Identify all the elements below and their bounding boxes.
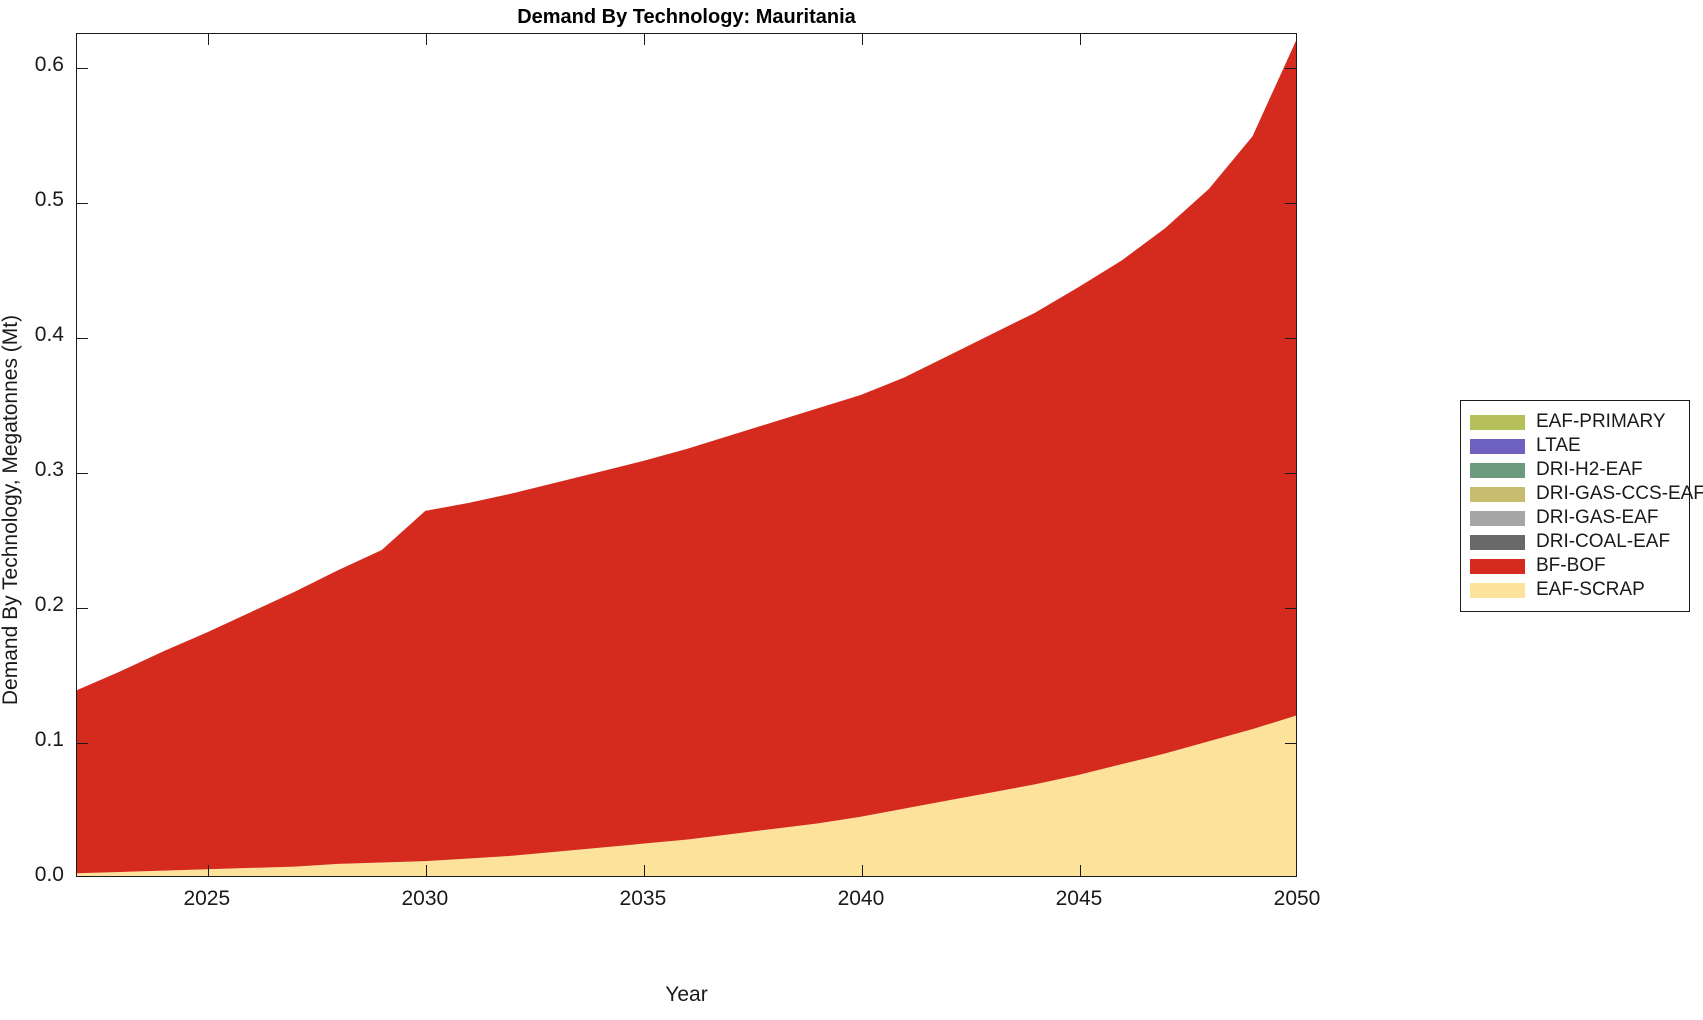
legend-item-dri-coal-eaf[interactable]: DRI-COAL-EAF <box>1470 530 1679 554</box>
legend-swatch-icon <box>1470 486 1525 502</box>
legend-swatch-icon <box>1470 558 1525 574</box>
legend-item-dri-gas-ccs-eaf[interactable]: DRI-GAS-CCS-EAF <box>1470 482 1703 506</box>
x-tick-mark <box>861 865 863 876</box>
legend-swatch-icon <box>1470 510 1525 526</box>
y-tick-label: 0.4 <box>34 322 64 346</box>
x-tick-label: 2030 <box>401 887 449 910</box>
x-tick-mark-top <box>1079 34 1081 45</box>
y-tick-label: 0.1 <box>34 727 64 751</box>
legend-item-label: DRI-COAL-EAF <box>1536 531 1671 552</box>
area-series-bf-bof <box>77 40 1296 874</box>
x-tick-mark <box>425 865 427 876</box>
plot-area <box>76 33 1297 877</box>
x-tick-mark <box>1079 865 1081 876</box>
x-tick-label: 2025 <box>183 887 231 910</box>
x-axis-label: Year <box>665 983 708 1006</box>
y-tick-mark <box>77 607 88 609</box>
x-tick-mark-top <box>425 34 427 45</box>
legend-item-eaf-scrap[interactable]: EAF-SCRAP <box>1470 578 1679 602</box>
y-tick-mark-right <box>1285 742 1296 744</box>
x-tick-mark-top <box>861 34 863 45</box>
legend-item-ltae[interactable]: LTAE <box>1470 434 1679 458</box>
legend-item-label: EAF-PRIMARY <box>1536 411 1666 432</box>
page-title: Demand By Technology: Mauritania <box>517 6 856 28</box>
x-tick-mark <box>207 865 209 876</box>
y-tick-mark-right <box>1285 202 1296 204</box>
y-tick-mark <box>77 472 88 474</box>
legend-swatch-icon <box>1470 414 1525 430</box>
area-series-eaf-scrap <box>77 715 1296 876</box>
legend-item-eaf-primary[interactable]: EAF-PRIMARY <box>1470 410 1679 434</box>
x-tick-mark-top <box>207 34 209 45</box>
legend-item-label: DRI-GAS-EAF <box>1536 507 1659 528</box>
legend-item-label: DRI-H2-EAF <box>1536 459 1643 480</box>
y-tick-mark <box>77 337 88 339</box>
y-tick-mark <box>77 202 88 204</box>
x-tick-label: 2040 <box>837 887 885 910</box>
y-tick-label: 0.3 <box>34 457 64 481</box>
legend-item-bf-bof[interactable]: BF-BOF <box>1470 554 1679 578</box>
y-tick-label: 0.2 <box>34 592 64 616</box>
legend-item-dri-gas-eaf[interactable]: DRI-GAS-EAF <box>1470 506 1679 530</box>
y-tick-mark <box>77 742 88 744</box>
y-axis-label-text: Demand By Technology, Megatonnes (Mt) <box>0 314 22 706</box>
y-tick-label: 0.0 <box>34 863 64 886</box>
legend-item-label: EAF-SCRAP <box>1536 579 1645 600</box>
y-tick-label: 0.6 <box>34 52 64 76</box>
y-tick-mark-right <box>1285 337 1296 339</box>
x-tick-label: 2045 <box>1055 887 1103 910</box>
y-tick-mark-right <box>1285 67 1296 69</box>
legend-item-label: BF-BOF <box>1536 555 1606 576</box>
legend-item-label: DRI-GAS-CCS-EAF <box>1536 483 1703 504</box>
legend-swatch-icon <box>1470 438 1525 454</box>
x-tick-label: 2035 <box>619 887 667 910</box>
y-tick-mark-right <box>1285 472 1296 474</box>
legend-swatch-icon <box>1470 462 1525 478</box>
legend: EAF-PRIMARY LTAE DRI-H2-EAF DRI-GAS-CCS-EAF… <box>1460 400 1703 612</box>
legend-item-dri-h2-eaf[interactable]: DRI-H2-EAF <box>1470 458 1679 482</box>
y-tick-mark-right <box>1285 607 1296 609</box>
stacked-area-svg <box>77 40 1296 876</box>
x-tick-mark <box>643 865 645 876</box>
x-tick-mark-top <box>643 34 645 45</box>
legend-swatch-icon <box>1470 534 1525 550</box>
y-tick-mark <box>77 67 88 69</box>
y-tick-label: 0.5 <box>34 187 64 211</box>
legend-item-label: LTAE <box>1536 435 1581 456</box>
legend-swatch-icon <box>1470 582 1525 598</box>
x-tick-label: 2050 <box>1273 887 1321 910</box>
